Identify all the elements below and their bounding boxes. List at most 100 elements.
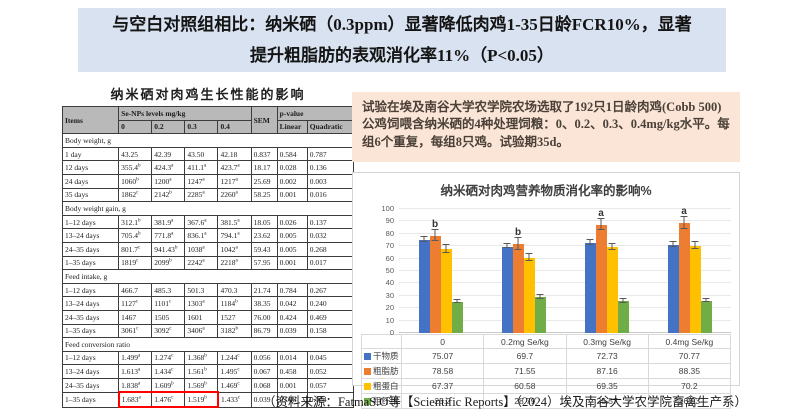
table-row: 1–35 days 1.683a 1.476c 1.519b 1.433c 0.039 0.… — [61, 391, 355, 409]
error-bar — [514, 236, 522, 250]
value-cell: 18.05 — [250, 214, 278, 230]
value-cell: 1.469c — [217, 377, 252, 393]
y-tick-label: 60 — [385, 253, 394, 263]
value-cell: 0.026 — [276, 214, 308, 230]
value-cell: 0.784 — [276, 282, 308, 298]
value-cell: 1101c — [151, 296, 186, 311]
value-cell: 3061c — [118, 323, 153, 339]
error-bar — [619, 298, 627, 303]
value-cell: 2285a — [184, 187, 219, 203]
bar — [617, 301, 629, 333]
value-cell: 57.95 — [250, 255, 278, 271]
gridline — [399, 294, 731, 296]
value-cell: 2242a — [184, 255, 219, 271]
bar — [595, 224, 607, 333]
value-cell: 0.268 — [306, 241, 355, 257]
y-tick-label: 0 — [389, 328, 394, 337]
value-cell: 794.1a — [217, 228, 252, 243]
bar-wrap — [523, 209, 535, 333]
item-cell: 1–35 days — [61, 255, 120, 271]
value-cell: 0.056 — [250, 350, 278, 366]
error-bar — [680, 215, 688, 230]
value-cell: 1862c — [118, 187, 153, 203]
table-row: 13–24 days 1.613a 1.434c 1.561b 1.495c 0.067 0… — [61, 364, 355, 379]
value-cell: 1601 — [184, 309, 219, 325]
y-tick-label: 90 — [385, 216, 394, 226]
bar — [700, 300, 712, 333]
value-cell: 1.495c — [217, 364, 252, 379]
legend-color-swatch-icon — [364, 383, 371, 391]
value-cell: 25.69 — [250, 173, 278, 189]
chart-plot-area: b b a a — [399, 206, 731, 333]
value-cell: 0.584 — [276, 146, 308, 162]
value-cell: 59.43 — [250, 241, 278, 257]
y-tick-label: 80 — [385, 228, 394, 238]
item-cell: 24–35 days — [61, 309, 120, 325]
value-cell: 1217a — [217, 173, 252, 189]
bar — [451, 301, 463, 333]
value-cell: 1.561b — [184, 364, 219, 379]
value-cell: 0.136 — [306, 160, 355, 175]
gridline — [399, 270, 731, 271]
y-tick-label: 40 — [385, 278, 394, 288]
value-cell: 0.158 — [306, 323, 355, 339]
value-cell: 86.79 — [250, 323, 278, 339]
bar-groups: b b a a — [399, 206, 731, 333]
value-cell: 771.8a — [151, 228, 186, 243]
value-cell: 42.18 — [217, 146, 252, 162]
value-cell: 0.002 — [276, 173, 308, 189]
category-label: 0.4mg Se/kg — [647, 334, 732, 349]
value-cell: 38.35 — [250, 296, 278, 311]
value-cell: 0.458 — [276, 364, 308, 379]
legend-label: 粗蛋白 — [373, 381, 399, 391]
value-cell: 423.7a — [217, 160, 252, 175]
category-label: 0.2mg Se/kg — [483, 334, 567, 349]
y-tick-label: 10 — [385, 315, 394, 325]
linear-header: Linear — [276, 119, 308, 135]
error-bar — [586, 238, 594, 245]
chart-value-cell: 71.55 — [483, 363, 567, 379]
value-cell: 0.057 — [306, 377, 355, 393]
value-cell: 367.6a — [184, 214, 219, 230]
bar-wrap — [418, 209, 430, 333]
value-cell: 0.001 — [276, 187, 308, 203]
bar — [689, 245, 701, 333]
chart-value-cell: 25.2 — [400, 393, 485, 409]
value-cell: 801.7c — [118, 241, 153, 257]
section-row: Body weight gain, g — [62, 201, 354, 216]
value-cell: 1303a — [184, 296, 219, 311]
item-cell: 1–12 days — [61, 282, 120, 298]
value-cell: 0.067 — [250, 364, 278, 379]
value-cell: 381.5a — [217, 214, 252, 230]
legend-color-swatch-icon — [364, 368, 371, 376]
value-cell: 2099b — [151, 255, 186, 271]
bar-wrap — [667, 209, 679, 333]
chart-value-cell: 88.35 — [647, 363, 732, 379]
value-cell: 381.9a — [151, 214, 186, 230]
senps-levels-header: Se-NPs levels mg/kg — [118, 106, 252, 121]
bar — [678, 223, 690, 333]
bar-wrap — [451, 209, 463, 333]
value-cell: 0.014 — [276, 350, 308, 366]
table-row: 1 day 43.25 42.39 43.50 42.18 0.837 0.584 0.787 — [61, 146, 355, 162]
bar-wrap — [689, 209, 701, 333]
value-cell: 0.039 — [276, 323, 308, 339]
value-cell: 424.3a — [151, 160, 186, 175]
value-cell: 2260a — [217, 187, 252, 203]
chart-value-cell: 70.77 — [647, 348, 732, 364]
table-row: 1–12 days 1.499a 1.274c 1.368b 1.244c 0.056 0.… — [61, 350, 355, 366]
error-bar — [536, 294, 544, 299]
chart-value-cell: 87.16 — [565, 363, 649, 379]
growth-table-section: 纳米硒对肉鸡生长性能的影响 Items Se-NPs levels mg/kg SE… — [61, 84, 355, 409]
value-cell: 1.609b — [151, 377, 186, 393]
item-cell: 12 days — [61, 160, 120, 175]
bar — [606, 247, 618, 333]
value-cell: 2142b — [151, 187, 186, 203]
item-cell: 13–24 days — [61, 296, 120, 311]
legend-label: 粗脂肪 — [373, 366, 399, 376]
legend-label: 粗纤维 — [373, 396, 399, 406]
value-cell: 1.433c — [217, 391, 252, 408]
error-bar — [608, 242, 616, 250]
chart-table-header-row: 0 0.2mg Se/kg 0.3mg Se/kg 0.4mg Se/kg — [361, 334, 732, 349]
growth-table-body: Items Se-NPs levels mg/kg SEM p-value 0 0.2 0.… — [61, 105, 355, 409]
